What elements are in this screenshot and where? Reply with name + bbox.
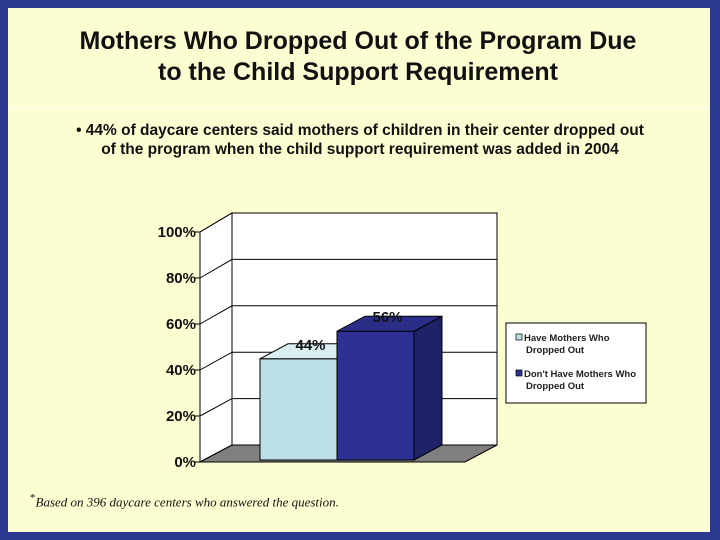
footnote: *Based on 396 daycare centers who answer… xyxy=(30,492,339,510)
bullet-text: • 44% of daycare centers said mothers of… xyxy=(76,122,644,159)
y-tick-label: 60% xyxy=(166,316,196,333)
bar-side xyxy=(413,315,443,461)
legend-label-line: Have Mothers Who xyxy=(524,333,610,344)
chart-side-wall xyxy=(199,212,233,463)
legend-label: Don't Have Mothers Who Dropped Out xyxy=(524,369,636,392)
footnote-mark: * xyxy=(30,492,36,504)
footnote-text: Based on 396 daycare centers who answere… xyxy=(35,494,339,510)
gridline xyxy=(199,258,497,279)
y-tick-label: 0% xyxy=(174,454,196,471)
data-label: 44% xyxy=(295,337,325,354)
y-tick-label: 100% xyxy=(158,224,196,241)
legend-box xyxy=(505,322,647,404)
legend-label-line: Don't Have Mothers Who xyxy=(524,369,636,380)
y-tick-label: 20% xyxy=(166,408,196,425)
bar-top xyxy=(336,315,443,332)
title-line-1: Mothers Who Dropped Out of the Program D… xyxy=(79,27,637,55)
gridline xyxy=(199,305,497,325)
legend-swatch xyxy=(515,369,523,377)
data-label: 56% xyxy=(372,309,402,326)
bar-front xyxy=(336,330,415,461)
slide-title: Mothers Who Dropped Out of the Program D… xyxy=(8,26,708,88)
title-line-2: to the Child Support Requirement xyxy=(158,58,558,86)
legend-label: Have Mothers Who Dropped Out xyxy=(524,333,610,356)
legend-swatch xyxy=(515,333,523,341)
legend-label-line: Dropped Out xyxy=(526,381,585,392)
bar-front xyxy=(259,358,338,461)
y-tick-label: 40% xyxy=(166,362,196,379)
y-tick-label: 80% xyxy=(166,270,196,287)
legend-label-line: Dropped Out xyxy=(526,345,585,356)
title-divider xyxy=(8,108,710,109)
gridline xyxy=(199,212,497,233)
